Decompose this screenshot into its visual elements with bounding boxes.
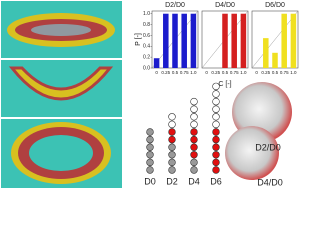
- reference-line: [251, 10, 299, 69]
- bead: [168, 166, 176, 174]
- bead: [190, 135, 198, 144]
- x-tick-label: 0: [255, 70, 258, 75]
- x-tick-label: 0.75: [180, 70, 189, 75]
- bar: [172, 13, 178, 68]
- x-tick-label: 0.25: [211, 70, 220, 75]
- bead: [212, 143, 220, 151]
- bead: [146, 166, 154, 174]
- bead: [190, 143, 198, 151]
- molecule-label: D0: [144, 176, 156, 186]
- sim-blob: [29, 135, 93, 171]
- molecule-label: D6: [210, 176, 222, 186]
- x-tick-label: 0.25: [161, 70, 170, 75]
- spheres: D2/D0 D4/D0: [225, 82, 292, 187]
- bar: [263, 38, 269, 68]
- x-tick-label: 0.75: [280, 70, 289, 75]
- bead: [212, 90, 220, 98]
- bead: [168, 135, 176, 144]
- sphere: [225, 126, 279, 180]
- y-tick-label: 0.6: [143, 33, 150, 39]
- bead: [190, 151, 198, 159]
- sphere-label: D4/D0: [257, 177, 283, 187]
- x-tick-label: 1.0: [240, 70, 247, 75]
- bead: [168, 120, 176, 129]
- bead: [168, 128, 176, 136]
- bead: [212, 82, 220, 91]
- bead: [190, 128, 198, 136]
- y-tick-label: 0.0: [143, 65, 150, 71]
- bar: [163, 13, 169, 68]
- y-tick-label: 0.8: [143, 22, 150, 28]
- x-tick-label: 0: [205, 70, 208, 75]
- bar: [231, 13, 237, 68]
- bead: [190, 158, 198, 167]
- sim-blob: [8, 66, 114, 101]
- bead: [190, 113, 198, 121]
- bead: [190, 120, 198, 129]
- bead: [146, 135, 154, 144]
- molecule-label: D4: [188, 176, 200, 186]
- figure: D2/D0 D4/D0 D2/D0 P [-] 0.0 0.2 0.4 0.6 0.8 1.0…: [1, 1, 299, 188]
- bead: [190, 97, 198, 106]
- bead: [212, 120, 220, 129]
- bead: [146, 158, 154, 167]
- x-tick-label: 1.0: [290, 70, 297, 75]
- bead: [212, 128, 220, 136]
- bar: [153, 58, 160, 68]
- bead: [212, 166, 220, 174]
- bar: [181, 13, 187, 68]
- y-axis-label: P [-]: [135, 33, 142, 46]
- sim-blob: [31, 24, 91, 36]
- bead: [190, 166, 198, 174]
- x-tick-label: 0.5: [172, 70, 179, 75]
- bar: [290, 13, 297, 68]
- x-axis-label: C [-]: [218, 81, 231, 88]
- bead: [168, 143, 176, 151]
- bead: [168, 151, 176, 159]
- x-tick-label: 0: [155, 70, 158, 75]
- bar: [190, 13, 197, 68]
- bar: [222, 13, 228, 68]
- chart-title: D6/D0: [265, 2, 285, 9]
- bar: [272, 52, 278, 68]
- bead: [212, 113, 220, 121]
- molecule-label: D2: [166, 176, 178, 186]
- bead: [212, 135, 220, 144]
- x-tick-label: 0.75: [230, 70, 239, 75]
- x-tick-label: 1.0: [190, 70, 197, 75]
- chart-title: D2/D0: [165, 2, 185, 9]
- y-tick-label: 1.0: [143, 11, 150, 17]
- bead: [212, 105, 220, 113]
- bead: [190, 105, 198, 113]
- bead: [146, 128, 154, 136]
- sphere-label: D2/D0: [255, 142, 281, 152]
- y-tick-label: 0.4: [143, 44, 150, 50]
- x-tick-label: 0.5: [272, 70, 279, 75]
- x-tick-label: 0.25: [261, 70, 270, 75]
- bead: [212, 151, 220, 159]
- simulation-images: [1, 1, 122, 188]
- bead: [168, 113, 176, 121]
- bead: [146, 151, 154, 159]
- bead: [212, 97, 220, 106]
- bar: [240, 13, 247, 68]
- bead: [168, 158, 176, 167]
- bead: [212, 158, 220, 167]
- chart-title: D4/D0: [215, 2, 235, 9]
- x-tick-label: 0.5: [222, 70, 229, 75]
- y-tick-label: 0.2: [143, 54, 150, 60]
- bead: [146, 143, 154, 151]
- bar: [281, 13, 287, 68]
